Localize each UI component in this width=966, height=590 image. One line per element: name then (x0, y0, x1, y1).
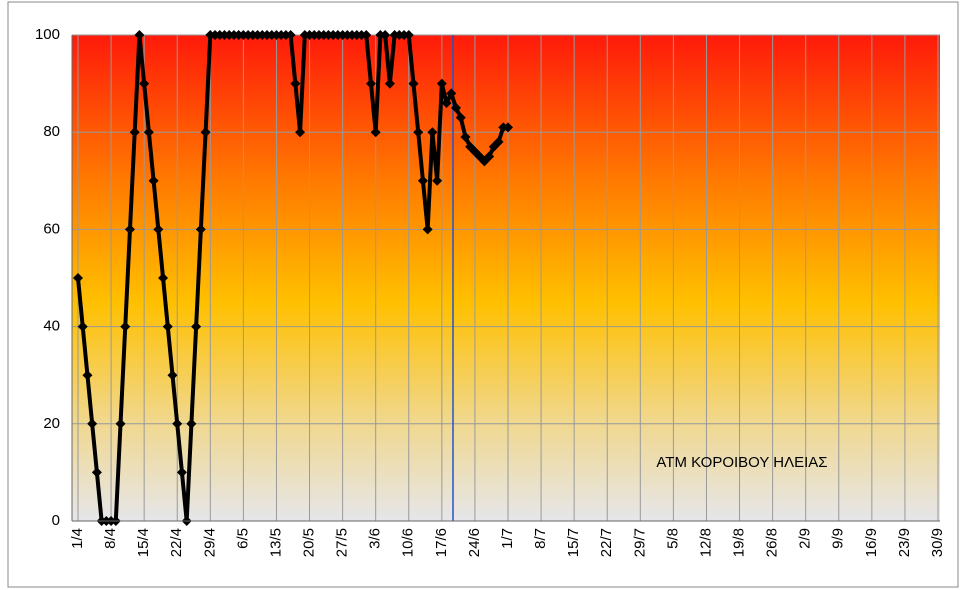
data-point (124, 224, 135, 235)
data-point (87, 418, 98, 429)
x-tick-label: 20/5 (301, 528, 318, 557)
data-point (380, 30, 391, 40)
x-tick-label: 1/4 (69, 528, 86, 549)
x-tick-label: 13/5 (267, 528, 284, 557)
data-point (148, 175, 159, 186)
x-tick-label: 27/5 (334, 528, 351, 557)
y-tick-label: 60 (43, 220, 60, 237)
annotation: ΑΤΜ ΚΟΡΟΙΒΟΥ ΗΛΕΙΑΣ (656, 454, 827, 471)
data-point (484, 151, 495, 162)
data-point (195, 224, 206, 235)
data-point (167, 370, 178, 381)
data-line (76, 33, 508, 523)
data-point (446, 88, 457, 99)
data-point (451, 102, 462, 113)
data-point (134, 30, 145, 40)
data-point (153, 224, 164, 235)
x-tick-label: 23/9 (896, 528, 913, 557)
data-point (361, 30, 372, 40)
data-point (120, 321, 131, 332)
x-tick-label: 5/8 (664, 528, 681, 549)
data-point (77, 321, 88, 332)
x-tick-label: 8/4 (102, 528, 119, 549)
data-point (436, 78, 447, 89)
data-point (139, 78, 150, 89)
x-tick-label: 16/9 (863, 528, 880, 557)
data-point (129, 127, 140, 138)
plot-area (72, 35, 940, 521)
data-point (493, 136, 504, 147)
data-point (176, 467, 187, 478)
x-tick-label: 10/6 (400, 528, 417, 557)
data-point (370, 127, 381, 138)
x-tick-label: 8/7 (532, 528, 549, 549)
x-tick-label: 17/6 (433, 528, 450, 557)
data-point (162, 321, 173, 332)
data-point (115, 418, 126, 429)
x-tick-label: 3/6 (367, 528, 384, 549)
data-point (91, 467, 102, 478)
y-tick-label: 0 (52, 512, 60, 529)
data-point (417, 175, 428, 186)
data-point (158, 273, 169, 283)
data-point (441, 98, 452, 109)
data-point (290, 78, 301, 89)
data-point (143, 127, 154, 138)
x-tick-label: 26/8 (764, 528, 781, 557)
data-point (503, 122, 513, 133)
data-point (191, 321, 202, 332)
x-tick-label: 30/9 (929, 528, 946, 557)
y-tick-label: 100 (35, 26, 60, 43)
data-point (432, 175, 443, 186)
x-tick-label: 1/7 (499, 528, 516, 549)
y-tick-label: 80 (43, 123, 60, 140)
x-tick-label: 6/5 (234, 528, 251, 549)
x-tick-label: 22/7 (598, 528, 615, 557)
data-point (200, 127, 211, 138)
data-point (422, 224, 433, 235)
data-point (427, 127, 438, 138)
x-tick-label: 2/9 (797, 528, 814, 549)
data-point (73, 273, 83, 283)
data-point (408, 78, 419, 89)
x-tick-label: 15/7 (565, 528, 582, 557)
x-tick-label: 22/4 (168, 528, 185, 557)
data-point (455, 112, 466, 123)
x-tick-label: 29/4 (201, 528, 218, 557)
data-point (82, 370, 93, 381)
data-point (172, 418, 183, 429)
x-tick-label: 15/4 (135, 528, 152, 557)
data-point (384, 78, 395, 89)
data-point (365, 78, 376, 89)
data-point (295, 127, 306, 138)
x-tick-label: 12/8 (697, 528, 714, 557)
x-tick-label: 19/8 (731, 528, 748, 557)
data-point (403, 30, 414, 40)
y-tick-label: 40 (43, 318, 60, 335)
x-tick-label: 29/7 (631, 528, 648, 557)
data-point (285, 30, 296, 40)
y-tick-label: 20 (43, 415, 60, 432)
x-tick-label: 24/6 (466, 528, 483, 557)
data-point (460, 132, 471, 143)
data-point (413, 127, 424, 138)
x-tick-label: 9/9 (830, 528, 847, 549)
data-point (186, 418, 197, 429)
